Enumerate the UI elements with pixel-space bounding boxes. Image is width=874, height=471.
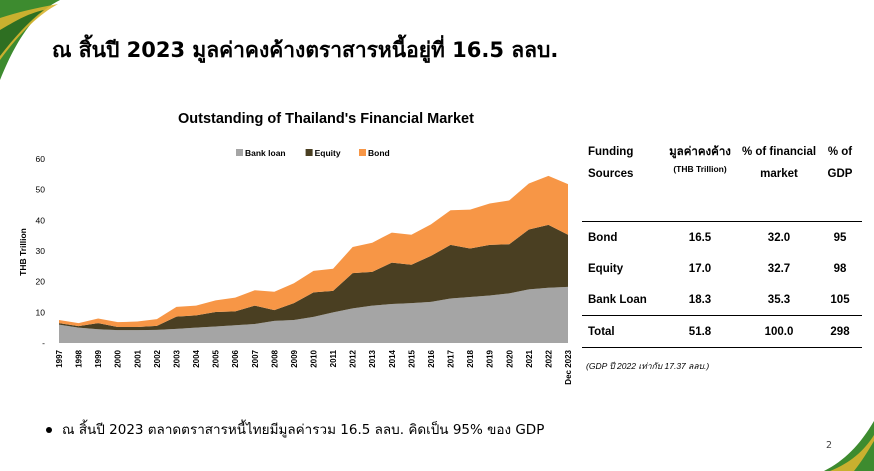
cell-total-label: Total	[582, 315, 660, 348]
x-tick-label: 2001	[133, 349, 142, 367]
x-tick-label: 2014	[388, 349, 397, 367]
x-tick-label: 2015	[407, 349, 416, 367]
page-number: 2	[826, 440, 833, 451]
stacked-area-chart: - 10 20 30 40 50 60 1997 1998 1999 2000 2001 2002 200…	[18, 148, 573, 385]
y-tick-label: 60	[36, 154, 46, 164]
table-row: Equity 17.0 32.7 98	[582, 253, 862, 284]
x-tick-label: 2022	[544, 349, 553, 367]
table-row: Bank Loan 18.3 35.3 105	[582, 284, 862, 316]
x-tick-label: 2004	[192, 349, 201, 367]
x-tick-label: 1998	[75, 349, 84, 367]
header-outstanding-unit: (THB Trillion)	[673, 164, 727, 174]
cell-outstanding: 18.3	[688, 293, 712, 306]
cell-pct-market: 35.3	[767, 293, 791, 306]
legend-swatch	[236, 149, 243, 156]
x-tick-label: 2010	[310, 349, 319, 367]
x-tick-label: 2003	[172, 349, 181, 367]
decorative-leaf-bottom-right	[824, 421, 874, 471]
x-tick-label: 2018	[466, 349, 475, 367]
x-tick-label: 1997	[55, 349, 64, 367]
chart-title: Outstanding of Thailand's Financial Mark…	[178, 111, 474, 127]
x-tick-label: 2017	[447, 349, 456, 367]
decorative-leaf-top-left	[0, 0, 60, 80]
legend-entry: Bond	[368, 148, 390, 158]
cell-source: Bank Loan	[588, 293, 647, 306]
x-tick-label: 2012	[349, 349, 358, 367]
legend-swatch	[305, 149, 313, 156]
series-area-equity	[59, 224, 568, 331]
cell-total-pct-market: 100.0	[740, 315, 818, 348]
series-area-bank-loan	[59, 286, 568, 343]
y-tick-label: 50	[36, 185, 46, 195]
cell-pct-market: 32.7	[767, 262, 791, 275]
legend-entry: Equity	[315, 148, 341, 158]
bullet-point: ณ สิ้นปี 2023 ตลาดตราสารหนี้ไทยมีมูลค่าร…	[46, 418, 544, 440]
y-tick-label: -	[42, 338, 45, 348]
x-tick-label: 2006	[231, 349, 240, 367]
legend-entry: Bank loan	[245, 148, 286, 158]
table-row: Bond 16.5 32.0 95	[582, 222, 862, 254]
y-tick-label: 10	[36, 307, 46, 317]
x-tick-label: 2005	[212, 349, 221, 367]
x-tick-label: 2013	[368, 349, 377, 367]
x-tick-label: 2016	[427, 349, 436, 367]
table-total-row: Total 51.8 100.0 298	[582, 315, 862, 348]
cell-source: Bond	[588, 231, 618, 244]
x-tick-label: 1999	[94, 349, 103, 367]
cell-total-outstanding: 51.8	[660, 315, 740, 348]
funding-table: Funding Sources มูลค่าคงค้าง (THB Trilli…	[582, 141, 862, 348]
y-tick-label: 30	[36, 246, 46, 256]
cell-pct-gdp: 95	[833, 231, 847, 244]
cell-pct-market: 32.0	[767, 231, 791, 244]
cell-outstanding: 16.5	[688, 231, 712, 244]
header-funding-sources: Funding Sources	[582, 141, 660, 222]
x-tick-label: 2021	[525, 349, 534, 367]
x-tick-label: Dec 2023	[564, 349, 573, 384]
x-tick-label: 2020	[505, 349, 514, 367]
cell-total-pct-gdp: 298	[818, 315, 862, 348]
x-tick-label: 2008	[270, 349, 279, 367]
header-outstanding: มูลค่าคงค้าง (THB Trillion)	[660, 141, 740, 222]
x-tick-label: 2009	[290, 349, 299, 367]
slide-title: ณ สิ้นปี 2023 มูลค่าคงค้างตราสารหนี้อยู่…	[52, 38, 559, 62]
x-tick-label: 2019	[486, 349, 495, 367]
cell-outstanding: 17.0	[688, 262, 712, 275]
x-tick-label: 2011	[329, 349, 338, 367]
header-pct-financial-market: % of financial market	[740, 141, 818, 222]
cell-pct-gdp: 98	[833, 262, 847, 275]
bullet-text: ณ สิ้นปี 2023 ตลาดตราสารหนี้ไทยมีมูลค่าร…	[62, 422, 545, 438]
y-tick-label: 40	[36, 215, 46, 225]
header-pct-gdp: % of GDP	[818, 141, 862, 222]
header-outstanding-main: มูลค่าคงค้าง	[669, 146, 731, 158]
y-axis-label: THB Trillion	[18, 228, 28, 276]
y-tick-label: 20	[36, 277, 46, 287]
cell-source: Equity	[588, 262, 624, 275]
x-tick-label: 2007	[251, 349, 260, 367]
legend-swatch	[359, 149, 366, 156]
x-tick-label: 2000	[114, 349, 123, 367]
cell-pct-gdp: 105	[830, 293, 850, 306]
gdp-note: (GDP ปี 2022 เท่ากับ 17.37 ลลบ.)	[586, 361, 710, 371]
x-tick-label: 2002	[153, 349, 162, 367]
bullet-icon	[46, 427, 52, 433]
